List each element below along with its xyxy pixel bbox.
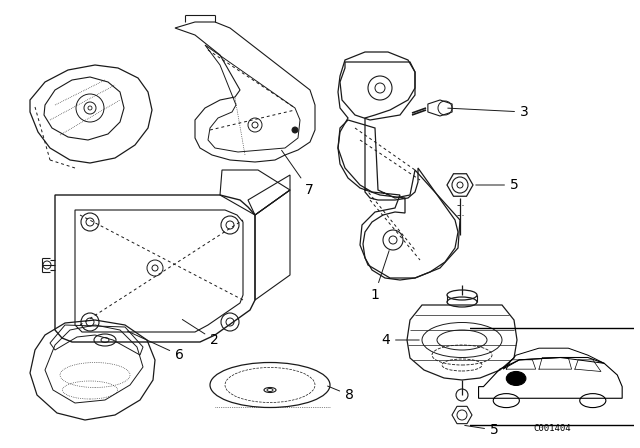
Text: 3: 3 <box>448 105 529 119</box>
Text: 8: 8 <box>328 386 354 402</box>
Text: 5: 5 <box>465 423 499 437</box>
Text: 7: 7 <box>282 150 314 197</box>
Circle shape <box>292 127 298 133</box>
Text: 4: 4 <box>381 333 419 347</box>
Text: 1: 1 <box>370 250 389 302</box>
Text: 2: 2 <box>182 319 219 347</box>
Circle shape <box>506 371 526 385</box>
Text: 6: 6 <box>127 331 184 362</box>
Text: C001404: C001404 <box>533 424 571 433</box>
Text: 5: 5 <box>476 178 519 192</box>
